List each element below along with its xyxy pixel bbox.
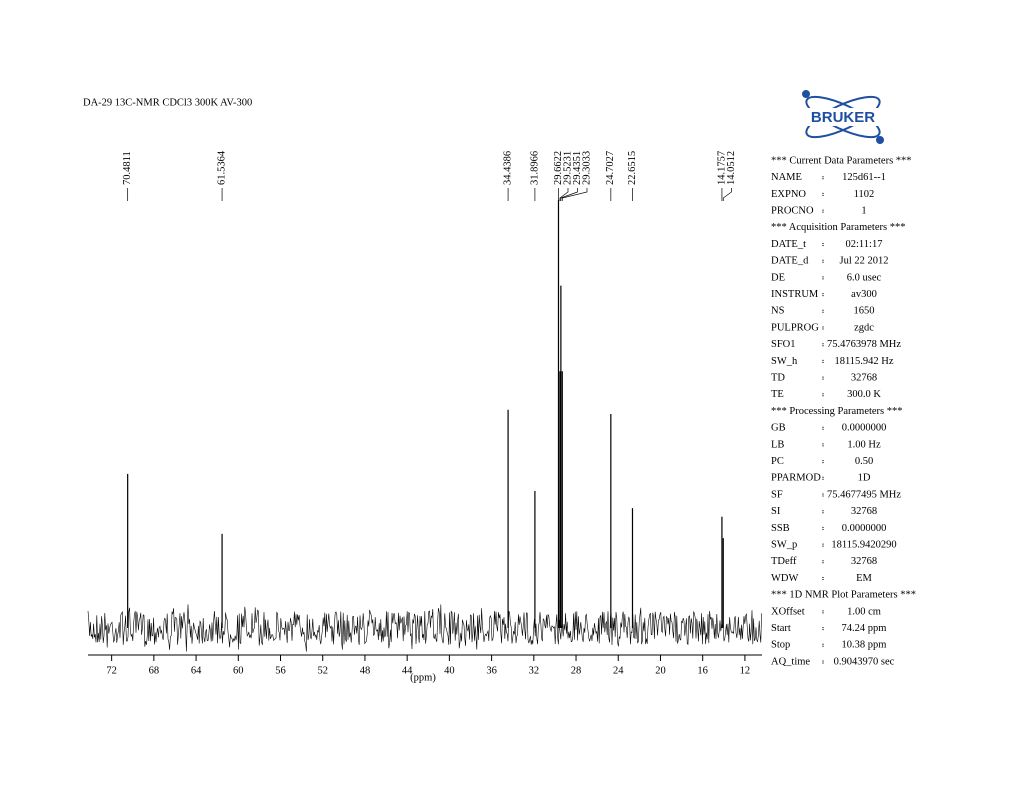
peak-label: 14.0512 [726,151,737,185]
x-tick-label: 20 [655,665,666,676]
param-name: PULPROG [771,322,819,333]
param-value: 0.0000000 [842,523,887,534]
param-value: Jul 22 2012 [839,256,888,267]
param-name: SI [771,506,781,517]
param-value: 1D [858,473,871,484]
param-value: 02:11:17 [846,239,883,250]
x-tick-label: 64 [191,665,202,676]
x-axis-label: (ppm) [410,672,436,683]
param-value: 0.50 [855,456,873,467]
param-name: DATE_d [771,256,809,267]
param-heading: *** Acquisition Parameters *** [771,222,905,233]
logo-backdrop [802,108,884,126]
noise [87,604,762,652]
x-tick-label: 48 [360,665,371,676]
peak-label: 22.6515 [627,151,638,185]
param-name: SW_p [771,540,797,551]
param-value: 32768 [851,373,877,384]
peak-label: 14.1757 [716,151,727,185]
peak-label: 29.5231 [562,151,573,185]
x-tick-label: 44 [402,665,413,676]
param-value: 1650 [854,306,875,317]
param-value: 1102 [854,189,875,200]
x-tick-label: 72 [106,665,117,676]
peak-leader [561,188,588,201]
param-name: SF [771,489,783,500]
param-heading: *** Current Data Parameters *** [771,155,912,166]
x-tick-label: 40 [444,665,455,676]
param-name: SFO1 [771,339,796,350]
param-heading: *** 1D NMR Plot Parameters *** [771,590,916,601]
param-value: 0.0000000 [842,423,887,434]
param-name: TE [771,389,784,400]
logo: BRUKER [811,109,875,126]
param-name: TD [771,373,785,384]
param-value: 6.0 usec [847,272,882,283]
param-value: 18115.942 Hz [834,356,893,367]
param-value: 0.9043970 sec [834,656,895,667]
x-tick-label: 56 [275,665,286,676]
param-value: 75.4677495 MHz [827,489,901,500]
param-value: 75.4763978 MHz [827,339,901,350]
peak-label: 29.4351 [572,151,583,185]
param-name: WDW [771,573,798,584]
param-name: XOffset [771,606,805,617]
param-value: 1 [861,206,866,217]
x-tick-label: 60 [233,665,244,676]
param-heading: *** Processing Parameters *** [771,406,903,417]
param-name: INSTRUM [771,289,819,300]
peak-label: 31.8966 [529,151,540,185]
param-value: 125d61--1 [842,172,886,183]
x-tick-label: 36 [486,665,497,676]
x-tick-label: 32 [529,665,540,676]
param-value: EM [856,573,872,584]
param-name: PC [771,456,784,467]
param-name: EXPNO [771,189,806,200]
param-name: SSB [771,523,790,534]
param-value: 32768 [851,506,877,517]
param-name: AQ_time [771,656,810,667]
x-tick-label: 16 [697,665,708,676]
param-name: LB [771,439,784,450]
peak-leader [722,188,732,201]
param-value: av300 [851,289,877,300]
param-name: NS [771,306,785,317]
param-value: 74.24 ppm [842,623,887,634]
x-tick-label: 28 [571,665,582,676]
peak-leader [560,188,578,201]
peak-label: 61.5364 [216,150,227,185]
param-value: 300.0 K [847,389,881,400]
param-name: GB [771,423,786,434]
param-name: PPARMOD [771,473,821,484]
x-tick-label: 12 [740,665,751,676]
param-value: 1.00 Hz [847,439,881,450]
param-name: NAME [771,172,802,183]
param-name: PROCNO [771,206,814,217]
logo-graphic [802,90,884,144]
param-name: Stop [771,640,790,651]
param-value: 1.00 cm [847,606,881,617]
param-value: 32768 [851,556,877,567]
chart-title: DA-29 13C-NMR CDCl3 300K AV-300 [83,97,252,108]
x-tick-label: 52 [317,665,328,676]
param-name: DATE_t [771,239,806,250]
peak-label: 24.7027 [605,151,616,185]
param-name: TDeff [771,556,797,567]
peak-label: 29.3033 [581,151,592,185]
param-name: DE [771,272,785,283]
peak-label: 29.6622 [553,151,564,185]
param-value: zgdc [854,322,874,333]
peak-label: 70.4811 [122,151,133,185]
x-tick-label: 68 [149,665,160,676]
param-name: Start [771,623,791,634]
peak-leader [559,188,569,201]
param-value: 10.38 ppm [842,640,887,651]
x-tick-label: 24 [613,665,624,676]
param-value: 18115.9420290 [831,540,896,551]
peak-label: 34.4386 [502,151,513,185]
param-name: SW_h [771,356,798,367]
